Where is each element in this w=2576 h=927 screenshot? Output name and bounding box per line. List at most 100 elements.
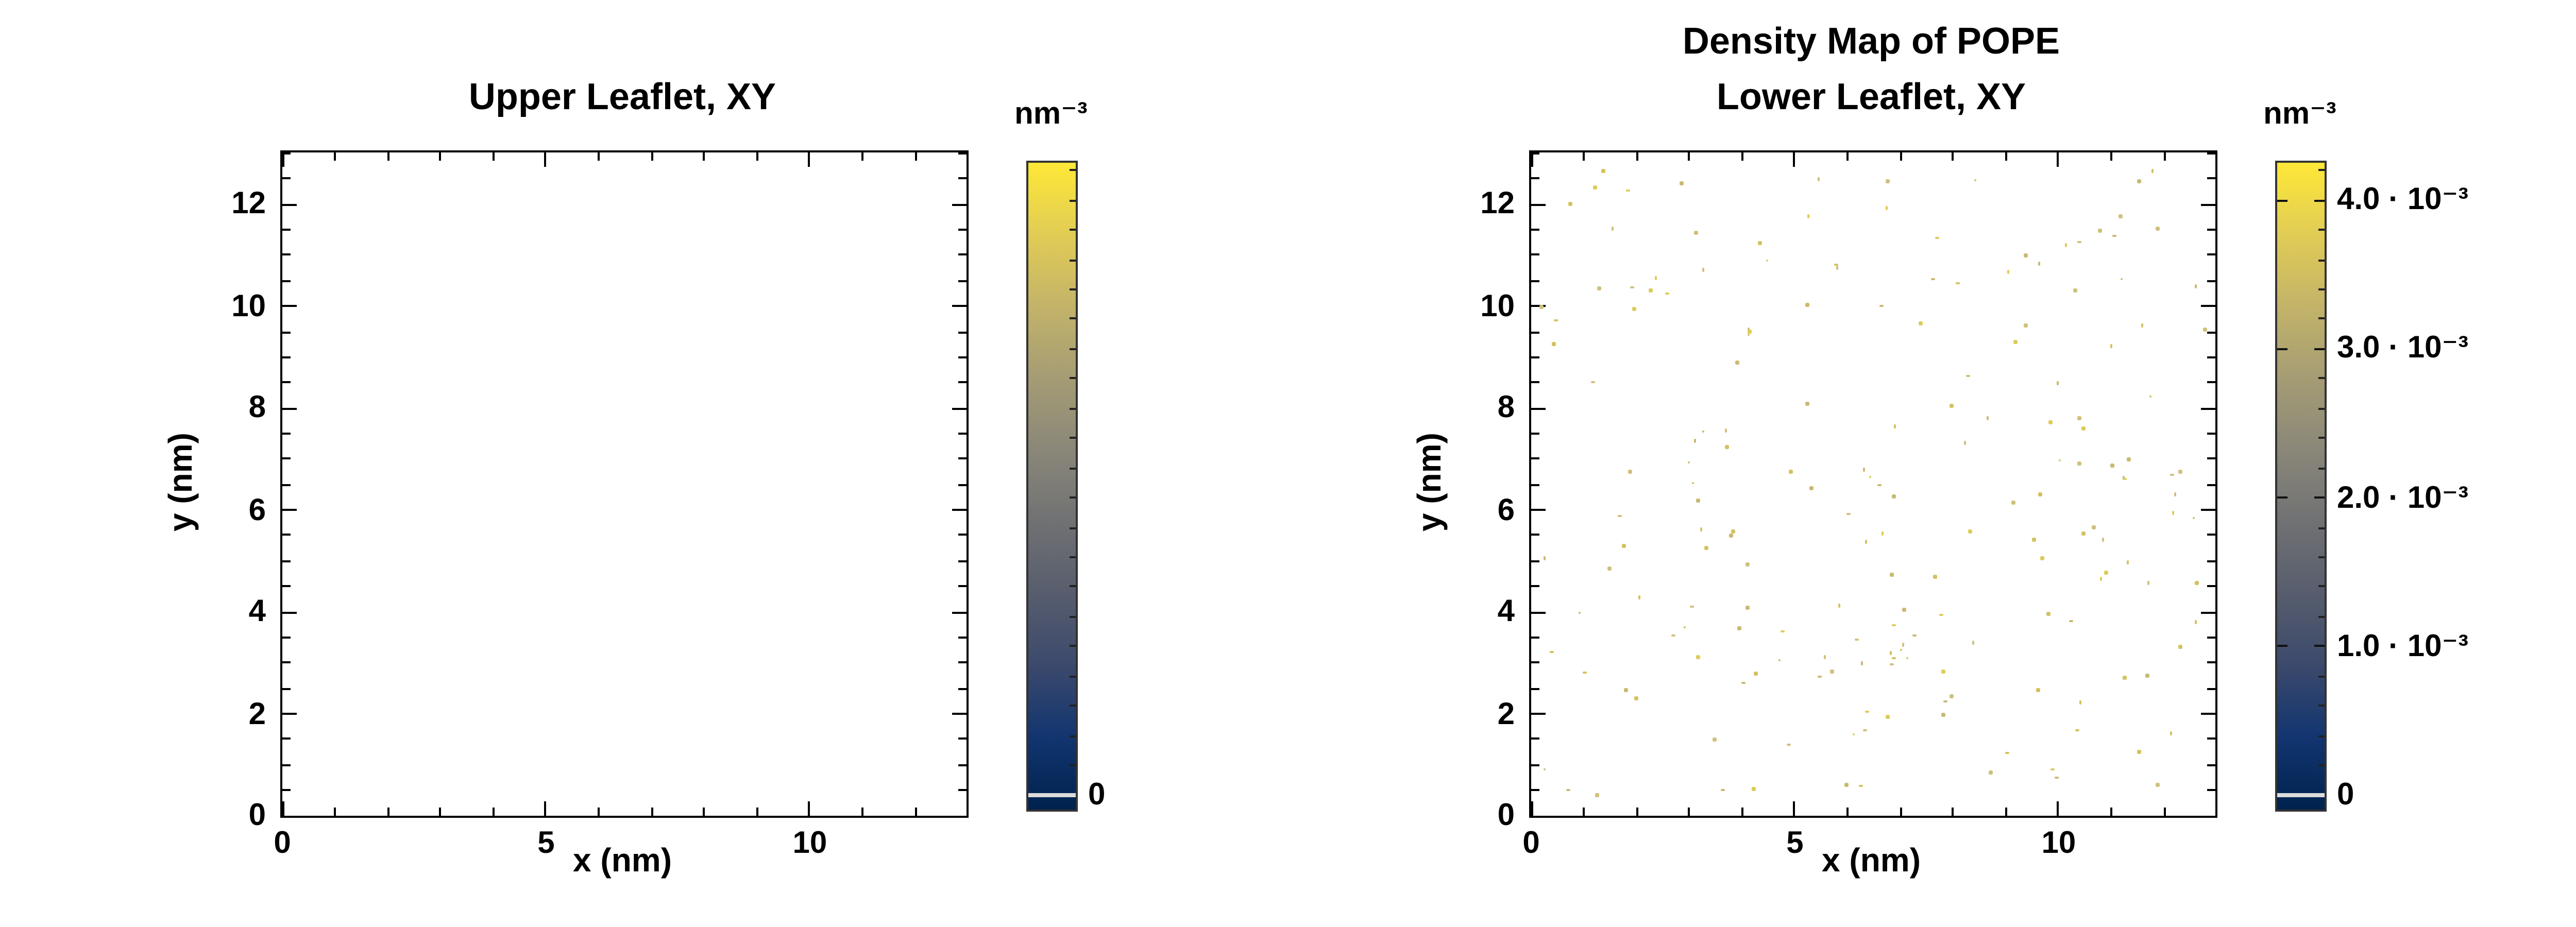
y-tick-label: 4 (248, 594, 266, 630)
y-minor-tick (2207, 458, 2215, 460)
x-minor-tick (1688, 808, 1691, 816)
scatter-point (1738, 626, 1742, 630)
y-minor-tick (958, 152, 967, 154)
scatter-point (1751, 786, 1755, 791)
scatter-point (2111, 464, 2115, 468)
colorbar-major-tick (2314, 199, 2325, 201)
scatter-point (1781, 629, 1785, 633)
scatter-point (1648, 288, 1652, 292)
scatter-point (1892, 656, 1895, 660)
y-minor-tick (282, 687, 291, 690)
y-minor-tick (958, 229, 967, 231)
y-minor-tick (1531, 356, 1539, 358)
y-major-tick (952, 509, 967, 511)
x-major-tick (1793, 152, 1796, 167)
scatter-point (2032, 537, 2036, 541)
y-minor-tick (282, 534, 291, 537)
scatter-point (1554, 318, 1558, 322)
colorbar-minor-tick (1069, 348, 1076, 350)
x-minor-tick (334, 808, 336, 816)
x-minor-tick (703, 152, 706, 161)
x-minor-tick (1952, 808, 1955, 816)
scatter-point (1834, 263, 1838, 267)
scatter-point (1593, 185, 1597, 190)
scatter-point (1886, 180, 1890, 183)
y-major-tick (952, 815, 967, 817)
y-minor-tick (282, 152, 291, 154)
y-tick-label: 6 (248, 492, 266, 528)
scatter-point (1864, 539, 1868, 543)
scatter-point (1597, 286, 1601, 290)
x-tick-label: 10 (2041, 826, 2076, 861)
scatter-point (1595, 793, 1599, 797)
y-minor-tick (1531, 560, 1539, 562)
scatter-point (2119, 215, 2123, 219)
scatter-point (1601, 169, 1605, 174)
y-minor-tick (282, 280, 291, 282)
y-minor-tick (2207, 280, 2215, 282)
scatter-point (1654, 276, 1658, 280)
scatter-point (2137, 750, 2141, 754)
y-minor-tick (958, 254, 967, 256)
scatter-point (1618, 514, 1622, 518)
colorbar-minor-tick (2317, 556, 2325, 559)
y-tick-label: 12 (231, 186, 266, 222)
y-major-tick (1531, 407, 1546, 409)
colorbar-minor-tick (2317, 734, 2325, 737)
x-minor-tick (439, 152, 442, 161)
y-minor-tick (2207, 331, 2215, 333)
y-minor-tick (282, 764, 291, 766)
y-minor-tick (2207, 560, 2215, 562)
x-major-tick (1530, 152, 1532, 167)
x-major-tick (1530, 801, 1532, 816)
y-minor-tick (958, 382, 967, 384)
scatter-point (1902, 608, 1905, 612)
scatter-point (1683, 625, 1687, 629)
scatter-point (1845, 783, 1849, 787)
x-minor-tick (914, 152, 917, 161)
scatter-point (2048, 420, 2053, 424)
scatter-point (1540, 304, 1544, 308)
colorbar-minor-tick (2317, 377, 2325, 380)
colorbar-minor-tick (2317, 288, 2325, 291)
scatter-point (1806, 215, 1810, 219)
colorbar-tick-label: 0 (1088, 778, 1106, 813)
scatter-point (1919, 322, 1923, 325)
scatter-point (2173, 492, 2177, 496)
y-minor-tick (1531, 764, 1539, 766)
y-minor-tick (2207, 152, 2215, 154)
x-tick-label: 5 (1786, 826, 1804, 861)
scatter-point (2109, 345, 2113, 349)
scatter-point (2056, 381, 2060, 385)
colorbar-minor-tick (1069, 467, 1076, 469)
colorbar-minor-tick (2317, 467, 2325, 469)
panel-upper-leaflet-xy: Upper Leaflet, XY y (nm) 0 5 10 0 2 4 6 8 10 12 x… (157, 0, 1239, 927)
scatter-point (2101, 538, 2105, 542)
scatter-point (1687, 460, 1691, 465)
scatter-point (2194, 285, 2197, 288)
scatter-point (1933, 575, 1937, 579)
scatter-point (1889, 651, 1893, 655)
colorbar-tick-label: 2.0 · 10⁻³ (2337, 480, 2469, 516)
y-major-tick (2201, 509, 2215, 511)
scatter-point (1890, 662, 1894, 666)
scatter-point (1786, 743, 1790, 747)
x-minor-tick (1899, 152, 1902, 161)
colorbar-zero-tick (2277, 794, 2325, 797)
y-tick-label: 12 (1480, 186, 1515, 222)
x-minor-tick (1952, 152, 1955, 161)
colorbar-major-tick (2277, 645, 2287, 648)
scatter-point (1552, 342, 1556, 346)
x-major-tick (808, 801, 811, 816)
x-minor-tick (1741, 152, 1743, 161)
scatter-point (1742, 681, 1745, 684)
scatter-point (1628, 470, 1632, 473)
y-major-tick (1531, 611, 1546, 613)
y-minor-tick (1531, 789, 1539, 792)
scatter-point (2081, 427, 2085, 431)
colorbar-minor-tick (1069, 645, 1076, 648)
scatter-point (2076, 729, 2080, 732)
scatter-point (1696, 656, 1700, 659)
scatter-point (1971, 641, 1975, 645)
scatter-point (1671, 633, 1675, 638)
